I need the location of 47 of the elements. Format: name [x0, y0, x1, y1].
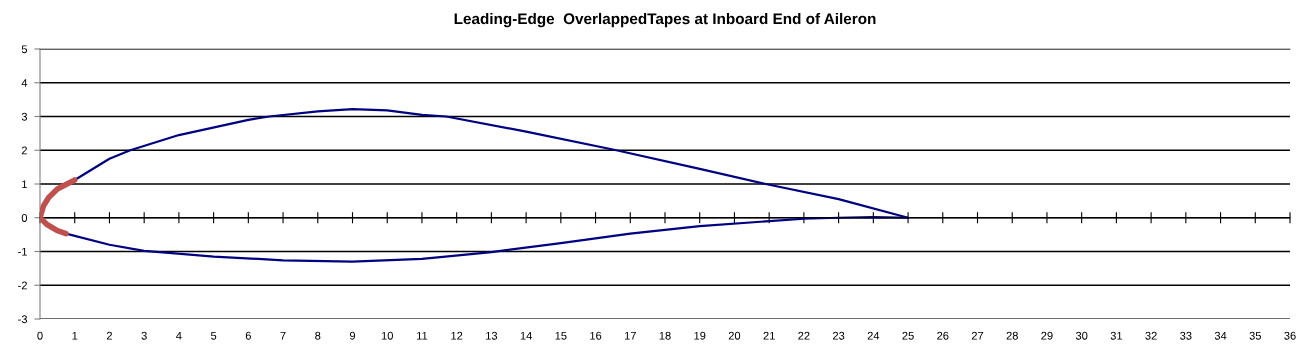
y-tick-label: 5 [21, 45, 28, 54]
x-tick-label: 7 [280, 331, 286, 340]
x-tick-label: 29 [1041, 331, 1053, 340]
x-tick-label: 16 [590, 331, 602, 340]
x-tick-label: 6 [245, 331, 251, 340]
x-tick-label: 17 [624, 331, 636, 340]
x-tick-label: 27 [971, 331, 984, 340]
x-tick-label: 23 [832, 331, 845, 340]
x-tick-label: 30 [1075, 331, 1088, 340]
x-tick-label: 31 [1110, 331, 1123, 340]
x-tick-label: 19 [694, 331, 706, 340]
x-tick-label: 25 [902, 331, 914, 340]
y-tick-label: 2 [21, 146, 27, 155]
x-tick-label: 8 [315, 331, 321, 340]
x-tick-label: 14 [520, 331, 532, 340]
x-tick-label: 21 [763, 331, 775, 340]
x-tick-label: 15 [555, 331, 567, 340]
x-tick-label: 32 [1145, 331, 1157, 340]
x-tick-label: 26 [937, 331, 949, 340]
x-tick-label: 35 [1249, 331, 1261, 340]
x-tick-label: 4 [176, 331, 182, 340]
y-tick-label: 1 [22, 180, 27, 189]
x-tick-label: 20 [728, 331, 741, 340]
y-tick-label: 3 [21, 112, 28, 121]
x-tick-label: 11 [417, 331, 428, 340]
x-tick-label: 9 [349, 331, 356, 340]
x-tick-label: 10 [381, 331, 393, 340]
y-tick-label: 0 [21, 214, 28, 222]
x-tick-label: 34 [1214, 331, 1227, 340]
x-tick-label: 33 [1180, 331, 1192, 340]
x-tick-label: 22 [798, 331, 810, 340]
x-tick-label: 28 [1006, 331, 1018, 340]
x-tick-label: 18 [659, 331, 671, 340]
y-tick-label: -3 [18, 315, 28, 324]
x-tick-label: 24 [867, 331, 880, 340]
y-tick-label: -2 [18, 281, 27, 290]
x-tick-label: 12 [451, 331, 463, 340]
y-tick-label: 4 [21, 79, 28, 87]
y-tick-label: -1 [18, 247, 27, 256]
x-tick-label: 2 [106, 331, 112, 340]
x-tick-label: 13 [486, 331, 498, 340]
x-tick-label: 1 [72, 331, 78, 340]
x-tick-label: 0 [37, 331, 43, 340]
x-tick-label: 5 [210, 331, 217, 340]
x-tick-label: 3 [141, 331, 147, 340]
x-tick-label: 36 [1284, 331, 1296, 340]
chart-title: Leading-Edge OverlappedTapes at Inboard End of Aileron [454, 12, 876, 28]
